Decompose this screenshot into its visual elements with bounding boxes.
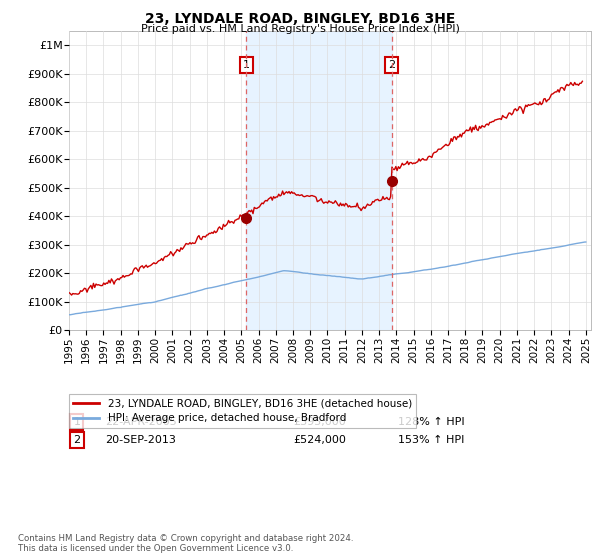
Text: 153% ↑ HPI: 153% ↑ HPI [398,435,464,445]
Text: 1: 1 [243,60,250,70]
Text: Contains HM Land Registry data © Crown copyright and database right 2024.
This d: Contains HM Land Registry data © Crown c… [18,534,353,553]
Text: £524,000: £524,000 [293,435,346,445]
Text: 23, LYNDALE ROAD, BINGLEY, BD16 3HE: 23, LYNDALE ROAD, BINGLEY, BD16 3HE [145,12,455,26]
Bar [247,31,392,330]
Legend: 23, LYNDALE ROAD, BINGLEY, BD16 3HE (detached house), HPI: Average price, detach: 23, LYNDALE ROAD, BINGLEY, BD16 3HE (det… [69,394,416,428]
Text: 1: 1 [73,417,80,427]
Text: 2: 2 [73,435,80,445]
Text: 20-SEP-2013: 20-SEP-2013 [106,435,176,445]
Text: 22-APR-2005: 22-APR-2005 [106,417,177,427]
Text: Price paid vs. HM Land Registry's House Price Index (HPI): Price paid vs. HM Land Registry's House … [140,24,460,34]
Text: £395,000: £395,000 [293,417,346,427]
Text: 2: 2 [388,60,395,70]
Text: 128% ↑ HPI: 128% ↑ HPI [398,417,464,427]
